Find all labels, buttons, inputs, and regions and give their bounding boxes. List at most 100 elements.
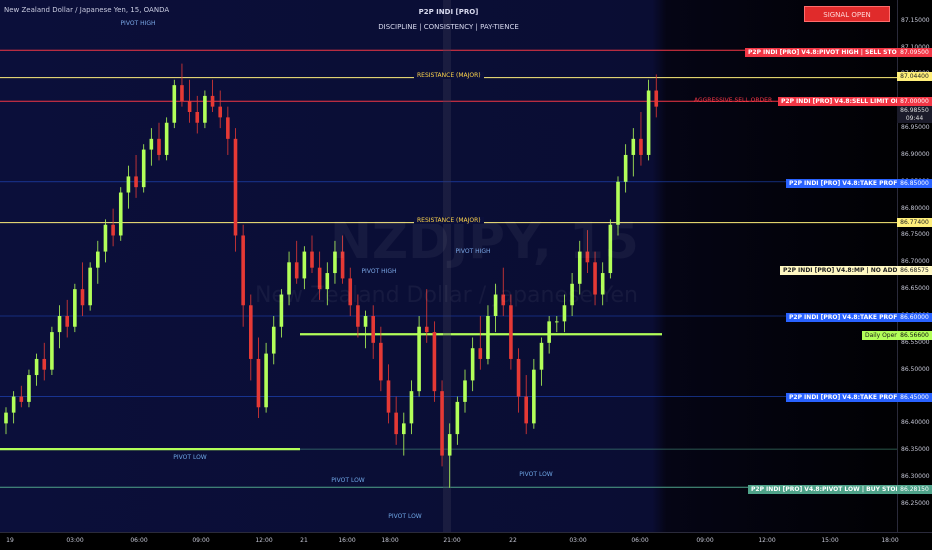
pivot-low-label-2: PIVOT LOW [331, 477, 365, 484]
candle-body [333, 251, 337, 274]
price-axis[interactable] [897, 0, 932, 550]
price-chart[interactable] [0, 0, 897, 532]
candle-body [34, 358, 39, 376]
pivot-low-price-label: 86.28150 [897, 485, 932, 494]
candle-body [501, 294, 506, 306]
candle-body [118, 192, 123, 236]
price-tick: 86.55000 [901, 338, 930, 346]
pivot-low-label-4: PIVOT LOW [519, 471, 553, 478]
resistance-price-label: 87.04400 [897, 72, 932, 81]
candle-body [340, 251, 345, 279]
candle-body [172, 85, 177, 123]
price-tick: 86.40000 [901, 419, 930, 427]
candle-body [555, 321, 559, 323]
candle-body [424, 326, 429, 333]
candle-body [646, 90, 651, 155]
tp3-price-label: 86.45000 [897, 393, 932, 402]
symbol-watermark: NZDJPY, 15 [330, 212, 639, 270]
candle-body [42, 358, 47, 370]
candle-body [256, 358, 261, 408]
candle-body [271, 326, 276, 354]
candle-body [593, 262, 597, 295]
time-tick: 06:00 [631, 537, 649, 544]
candle-body [187, 101, 192, 112]
candle-body [639, 138, 643, 155]
candle-countdown: 09:44 [897, 114, 932, 123]
candle-body [233, 138, 238, 236]
candle-body [111, 224, 115, 236]
time-tick: 21:00 [443, 537, 461, 544]
last-price-label: 86.98550 [897, 106, 932, 115]
candle-body [88, 267, 92, 306]
candle-body [317, 267, 322, 290]
candle-body [524, 396, 528, 424]
candle-body [577, 251, 582, 284]
candle-body [363, 316, 368, 327]
candle-body [57, 316, 62, 333]
candle-body [440, 391, 444, 456]
candle-body [264, 353, 268, 408]
candle-body [356, 305, 360, 327]
price-tick: 87.15000 [901, 16, 930, 24]
candle-body [394, 412, 398, 435]
indicator-title: P2P INDI [PRO] [418, 8, 479, 16]
pivot-high-label-2: PIVOT HIGH [361, 268, 397, 275]
pivot-low-label-3: PIVOT LOW [388, 513, 422, 520]
candle-body [241, 235, 245, 306]
pivot-low-label-1: PIVOT LOW [173, 454, 207, 461]
candle-body [348, 278, 353, 306]
candle-body [195, 112, 200, 123]
pivot-high-label-1: PIVOT HIGH [120, 20, 156, 27]
candle-body [547, 321, 551, 343]
candle-body [402, 423, 406, 435]
pivot-high-label-3: PIVOT HIGH [455, 248, 491, 255]
candle-body [386, 380, 391, 413]
resistance-major-label: RESISTANCE (MAJOR) [414, 72, 484, 79]
take-profit-1-tag: P2P INDI [PRO] V4.8:TAKE PROFIT 1 @ [786, 179, 921, 188]
candle-body [65, 316, 69, 327]
symbol-title[interactable]: New Zealand Dollar / Japanese Yen, 15, O… [4, 6, 170, 14]
time-tick: 19 [6, 537, 14, 544]
candle-body [149, 138, 154, 150]
candle-body [623, 154, 628, 182]
candle-body [486, 316, 490, 359]
candle-body [509, 305, 513, 359]
signal-open-button[interactable]: SIGNAL OPEN [804, 6, 890, 22]
daily-open-tag: Daily Open [862, 331, 902, 340]
candle-body [19, 396, 24, 402]
price-tick: 86.30000 [901, 473, 930, 481]
time-axis[interactable] [0, 532, 932, 550]
candle-body [287, 262, 291, 295]
time-tick: 03:00 [569, 537, 587, 544]
candle-body [447, 434, 452, 456]
candle-body [249, 305, 253, 359]
candle-body [126, 176, 131, 193]
candle-body [371, 316, 375, 343]
candle-body [432, 332, 437, 392]
time-tick: 09:00 [192, 537, 210, 544]
resistance-major-label-2: RESISTANCE (MAJOR) [414, 217, 484, 224]
price-tick: 86.80000 [901, 204, 930, 212]
candle-body [11, 396, 16, 413]
candle-body [279, 294, 284, 327]
tp1-price-label: 86.85000 [897, 179, 932, 188]
candle-body [294, 262, 299, 279]
pivot-high-stoploss-tag: P2P INDI [PRO] V4.8:PIVOT HIGH | SELL ST… [745, 48, 922, 57]
sell-limit-price-label: 87.00000 [897, 97, 932, 106]
time-tick: 06:00 [130, 537, 148, 544]
candle-body [141, 149, 146, 188]
candle-body [80, 289, 85, 306]
candle-body [516, 358, 521, 397]
time-tick: 03:00 [66, 537, 84, 544]
sell-limit-order-tag: P2P INDI [PRO] V4.8:SELL LIMIT ORDER @ [778, 97, 926, 106]
candle-body [4, 412, 8, 424]
pivot-low-stoploss-tag: P2P INDI [PRO] V4.8:PIVOT LOW | BUY STOP… [748, 485, 920, 494]
candle-body [27, 375, 31, 402]
candle-body [478, 348, 483, 359]
take-profit-3-tag: P2P INDI [PRO] V4.8:TAKE PROFIT 3 @ [786, 393, 921, 402]
candle-body [73, 289, 77, 327]
time-tick: 09:00 [696, 537, 714, 544]
tp2-price-label: 86.60000 [897, 313, 932, 322]
candle-body [570, 283, 574, 306]
